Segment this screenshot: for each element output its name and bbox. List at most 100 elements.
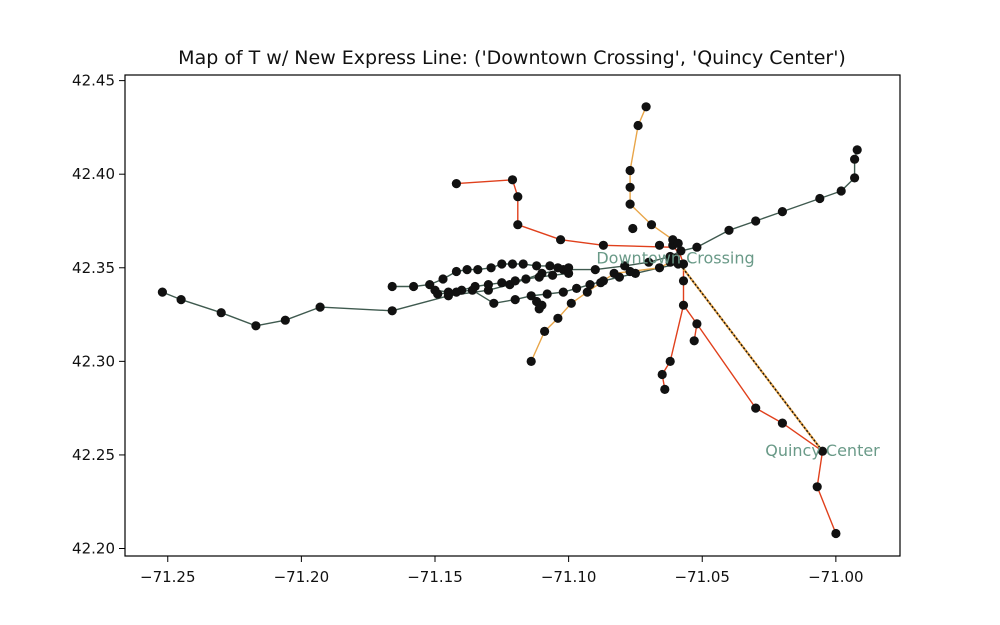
station-point (609, 268, 619, 278)
station-point (548, 270, 558, 280)
station-point (596, 278, 606, 288)
station-point (582, 287, 592, 297)
station-point (507, 259, 518, 269)
station-point (433, 289, 443, 299)
station-point (590, 265, 600, 275)
station-point (850, 154, 860, 164)
station-point (526, 356, 536, 366)
station-point (625, 199, 635, 209)
station-point (553, 313, 563, 323)
station-point (598, 240, 609, 250)
station-point (513, 192, 523, 202)
station-point (564, 268, 574, 278)
station-point (534, 304, 544, 314)
station-point (641, 102, 651, 112)
station-point (443, 287, 453, 297)
station-point (633, 120, 643, 131)
station-point (644, 257, 654, 267)
station-point (724, 225, 734, 235)
station-point (280, 315, 290, 325)
station-point (831, 528, 841, 539)
station-point (510, 295, 520, 305)
station-point (654, 240, 665, 250)
station-point (625, 165, 635, 176)
station-point (251, 321, 261, 331)
station-point (678, 300, 689, 310)
station-point (510, 276, 520, 286)
y-tick-label: 42.25 (72, 446, 115, 464)
station-point (387, 306, 397, 316)
y-tick-label: 42.35 (72, 259, 115, 277)
plot-area (125, 75, 900, 556)
station-labels: Downtown Crossing Quincy Center (596, 248, 880, 460)
line-red-6 (661, 305, 685, 390)
station-point (815, 193, 825, 204)
station-point (462, 265, 472, 275)
line-red-7 (696, 323, 837, 534)
x-tick-label: −71.05 (674, 568, 730, 586)
station-point (483, 280, 493, 290)
x-tick-label: −71.25 (140, 568, 196, 586)
station-point (817, 446, 828, 456)
station-point (673, 238, 683, 248)
station-point (566, 298, 576, 308)
station-point (836, 186, 846, 196)
station-point (157, 287, 167, 297)
chart-title: Map of T w/ New Express Line: ('Downtown… (178, 47, 846, 69)
station-point (521, 274, 531, 284)
x-tick-label: −71.10 (541, 568, 597, 586)
y-tick-label: 42.30 (72, 352, 115, 370)
station-point (473, 265, 483, 275)
station-point (467, 285, 477, 295)
station-point (777, 207, 788, 217)
station-point (625, 266, 635, 277)
station-point (646, 220, 657, 230)
station-point (665, 257, 675, 267)
station-point (497, 259, 507, 269)
y-tick-label: 42.20 (72, 540, 115, 558)
station-point (678, 259, 689, 269)
station-point (812, 482, 822, 492)
y-axis: 42.20 42.25 42.30 42.35 42.40 42.45 (72, 72, 125, 558)
x-tick-label: −71.20 (274, 568, 330, 586)
station-point (176, 295, 186, 305)
station-point (451, 266, 461, 277)
station-point (507, 175, 518, 185)
station-point (387, 281, 397, 292)
station-point (585, 280, 595, 290)
station-point (654, 263, 665, 273)
stations (157, 102, 862, 539)
station-point (852, 145, 862, 155)
station-point (545, 261, 555, 271)
x-tick-label: −71.15 (407, 568, 463, 586)
station-point (689, 336, 699, 346)
station-point (556, 235, 566, 245)
express-line (674, 257, 824, 452)
station-point (497, 278, 507, 288)
station-point (777, 418, 788, 428)
station-point (540, 326, 550, 336)
station-point (216, 308, 226, 318)
station-point (438, 274, 448, 284)
station-point (486, 263, 496, 273)
station-point (665, 356, 675, 366)
station-point (692, 319, 702, 329)
station-point (542, 289, 552, 299)
y-tick-label: 42.45 (72, 72, 115, 90)
express-line-dotted (674, 257, 824, 452)
station-point (526, 291, 536, 301)
station-point (692, 242, 702, 252)
station-point (451, 287, 461, 297)
station-point (657, 369, 667, 380)
station-point (513, 220, 523, 230)
station-point (850, 173, 860, 183)
station-point (489, 298, 499, 308)
station-point (315, 302, 325, 312)
station-point (409, 281, 419, 292)
station-point (660, 384, 670, 394)
station-point (451, 179, 461, 189)
station-point (625, 182, 635, 192)
station-label: Downtown Crossing (596, 248, 754, 267)
station-point (751, 403, 761, 413)
